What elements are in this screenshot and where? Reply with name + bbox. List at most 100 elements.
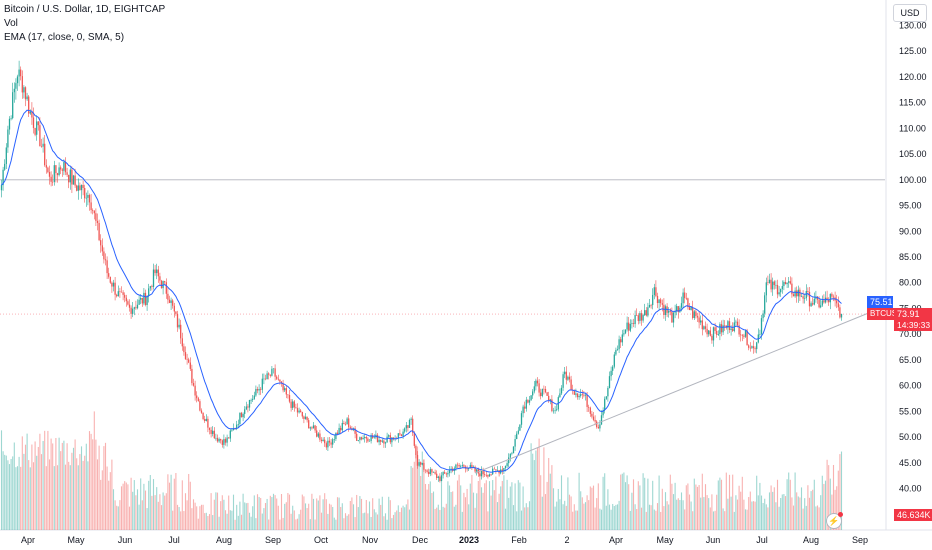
volume-bar <box>690 501 692 530</box>
candle-body <box>797 289 799 297</box>
candle-body <box>415 445 417 455</box>
volume-bar <box>21 436 23 530</box>
candle-body <box>378 439 380 443</box>
candle-body <box>580 394 582 396</box>
candle-body <box>236 424 238 429</box>
volume-bar <box>162 492 164 530</box>
volume-bar <box>56 465 59 530</box>
volume-bar <box>482 492 484 530</box>
volume-bar <box>525 503 527 530</box>
volume-bar <box>319 495 321 530</box>
lightning-icon[interactable]: ⚡ <box>826 513 842 529</box>
candle-body <box>816 296 819 300</box>
candle-body <box>360 437 363 440</box>
candle-body <box>642 315 644 321</box>
candle-body <box>271 368 273 376</box>
volume-bar <box>605 505 607 530</box>
candle-body <box>106 260 108 274</box>
volume-bar <box>372 498 374 530</box>
volume-bar <box>701 473 703 530</box>
volume-bar <box>346 515 348 530</box>
volume-bar <box>504 508 507 530</box>
candle-body <box>602 410 604 416</box>
volume-bar <box>751 501 753 530</box>
candle-body <box>778 292 780 295</box>
candle-body <box>538 383 540 393</box>
symbol-tag: BTCUSD <box>867 308 903 320</box>
candle-body <box>338 427 340 435</box>
candle-body <box>684 292 686 299</box>
candle-body <box>658 299 660 303</box>
symbol-title[interactable]: Bitcoin / U.S. Dollar, 1D, EIGHTCAP <box>4 4 166 15</box>
ema-legend[interactable]: EMA (17, close, 0, SMA, 5) <box>4 32 125 43</box>
candle-body <box>584 394 587 396</box>
candle-body <box>496 470 499 471</box>
volume-bar <box>47 430 49 530</box>
candle-body <box>180 324 182 339</box>
volume-bar <box>290 513 292 530</box>
candle-body <box>509 453 511 458</box>
volume-bar <box>832 464 835 530</box>
candle-body <box>639 313 641 321</box>
volume-bar <box>172 510 174 530</box>
candle-body <box>152 269 155 287</box>
volume-bar <box>615 504 617 530</box>
volume-legend[interactable]: Vol <box>4 18 18 29</box>
candle-body <box>445 473 447 475</box>
candle-body <box>808 291 811 307</box>
price-tick-label: 110.00 <box>899 123 926 133</box>
candle-body <box>692 307 694 318</box>
candle-body <box>823 300 825 303</box>
price-axis[interactable]: 130.00 125.00 120.00 115.00 110.00 105.00 100.… <box>899 21 927 494</box>
volume-bar <box>349 500 351 530</box>
candle-body <box>306 416 308 421</box>
volume-bar <box>410 466 412 530</box>
volume-bar <box>480 487 483 530</box>
candle-body <box>208 427 211 430</box>
candle-body <box>154 269 156 274</box>
volume-bar <box>772 491 774 530</box>
volume-bar <box>543 447 545 530</box>
volume-bar <box>16 466 19 530</box>
candle-body <box>365 436 367 439</box>
volume-bar <box>220 501 222 530</box>
candle-body <box>69 169 71 183</box>
candle-body <box>61 169 63 171</box>
volume-bar <box>621 473 623 530</box>
candle-body <box>156 269 158 274</box>
volume-bar <box>834 489 836 530</box>
volume-bar <box>674 482 676 530</box>
candle-body <box>98 222 100 241</box>
candle-body <box>837 303 839 308</box>
volume-bar <box>359 496 361 530</box>
volume-bar <box>325 499 327 530</box>
currency-button[interactable]: USD <box>893 4 927 22</box>
candle-body <box>829 293 831 303</box>
candle-body <box>832 296 835 298</box>
volume-bar <box>759 482 761 530</box>
candle-body <box>490 474 492 475</box>
candle-body <box>290 401 292 408</box>
candle-body <box>255 389 257 396</box>
candle-body <box>112 282 115 287</box>
volume-bar <box>496 502 499 530</box>
volume-bar <box>426 489 428 530</box>
volume-bar <box>368 501 371 530</box>
candle-body <box>175 311 177 314</box>
volume-bar <box>173 478 175 530</box>
candle-body <box>72 175 75 185</box>
time-axis[interactable]: Apr May Jun Jul Aug Sep Oct Nov Dec 2023 Feb 2 Apr Ma… <box>21 535 868 545</box>
candle-body <box>76 185 78 191</box>
candle-body <box>189 362 191 369</box>
candle-body <box>792 294 795 297</box>
volume-bar <box>687 483 689 530</box>
candle-body <box>40 146 43 147</box>
candle-body <box>741 335 743 336</box>
volume-bar <box>546 481 548 530</box>
volume-bar <box>722 508 724 530</box>
volume-bar <box>354 517 356 530</box>
candle-body <box>237 423 239 425</box>
volume-bar <box>528 501 531 530</box>
volume-bar <box>805 505 807 530</box>
